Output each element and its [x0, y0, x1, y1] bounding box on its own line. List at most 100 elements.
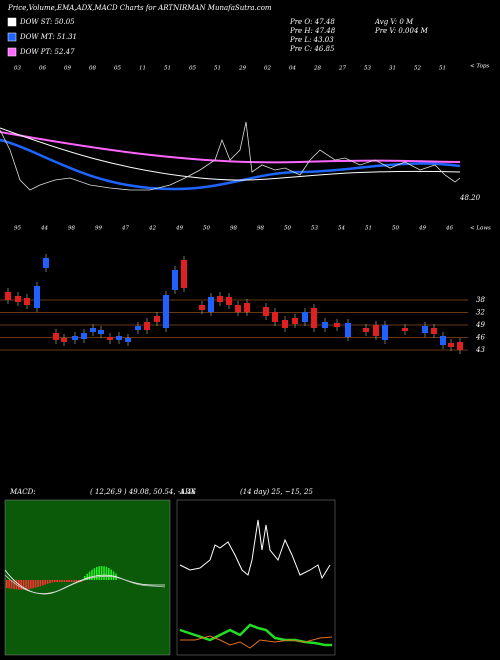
macd-bar — [96, 567, 98, 580]
macd-bar — [88, 571, 91, 580]
low-label: 42 — [148, 226, 156, 232]
candle-body — [172, 270, 178, 290]
top-label: 06 — [39, 66, 46, 72]
macd-bar — [25, 580, 27, 590]
candle-body — [116, 336, 122, 340]
macd-bar — [70, 580, 73, 582]
low-label: 50 — [203, 226, 210, 232]
candle-body — [181, 260, 187, 288]
minus-di — [180, 635, 333, 649]
candle-body — [292, 318, 298, 324]
candle-body — [226, 297, 232, 305]
top-label: 51 — [439, 66, 446, 72]
low-label: 46 — [445, 226, 453, 232]
candle-body — [72, 336, 78, 340]
macd-bar — [58, 580, 61, 582]
candle-body — [135, 326, 141, 330]
macd-bar — [103, 566, 105, 580]
candle-body — [208, 297, 214, 312]
info: Avg V: 0 M — [374, 18, 414, 26]
candle-body — [311, 308, 317, 328]
top-label: 51 — [214, 66, 221, 72]
top-label: 31 — [389, 66, 396, 72]
candle-body — [448, 343, 454, 347]
macd-bar — [22, 580, 25, 590]
candle-body — [282, 320, 288, 328]
macd-bar — [27, 580, 30, 590]
legend-swatch — [7, 32, 17, 42]
candle-body — [263, 307, 269, 316]
macd-bar — [6, 580, 8, 588]
candle-body — [302, 312, 308, 322]
candle-body — [363, 328, 369, 332]
candle-body — [217, 296, 223, 302]
level-label: 46 — [475, 334, 485, 342]
macd-bar — [8, 580, 10, 589]
candle-body — [61, 338, 67, 342]
legend-swatch — [7, 17, 17, 27]
candle-body — [5, 292, 11, 300]
info: Pre H: 47.48 — [289, 27, 336, 35]
macd-bar — [46, 580, 49, 584]
candle-body — [98, 330, 104, 334]
macd-bar — [32, 580, 34, 589]
low-label: 98 — [257, 226, 264, 232]
candle-body — [322, 322, 328, 328]
candle-body — [457, 342, 463, 350]
top-label: 05 — [114, 66, 121, 72]
low-label: 98 — [68, 226, 75, 232]
ema-st — [0, 127, 461, 181]
candle-body — [402, 328, 408, 331]
top-label: 28 — [313, 66, 321, 72]
macd-bar — [10, 580, 13, 589]
macd-bar — [44, 580, 46, 585]
top-label: 02 — [264, 66, 271, 72]
macd-bar — [100, 566, 103, 580]
macd-bar — [13, 580, 15, 590]
top-label: 08 — [89, 66, 96, 72]
last-price: 48.20 — [459, 194, 481, 202]
candle-body — [24, 298, 30, 305]
signal-line — [4, 574, 166, 594]
low-label: 51 — [365, 226, 372, 232]
top-label: 03 — [14, 66, 21, 72]
tops: 03 06 09 08 05 11 51 05 51 29 02 04 28 27 53 31 52 51 — [14, 66, 446, 72]
candle-body — [199, 305, 205, 310]
candle-body — [81, 333, 87, 339]
low-label: 49 — [175, 226, 183, 232]
candle-body — [34, 286, 40, 308]
candle-body — [440, 336, 446, 345]
candle-body — [235, 305, 241, 312]
candle-body — [107, 337, 113, 340]
top-label: 51 — [164, 66, 171, 72]
low-label: 99 — [95, 226, 102, 232]
macd-values: ( 12,26,9 ) 49.08, 50.54, -1.46 — [90, 488, 196, 496]
info: Pre V: 0.004 M — [374, 27, 429, 35]
legend-swatch — [7, 47, 17, 57]
low-label: 50 — [284, 226, 291, 232]
ema-pt — [0, 131, 461, 164]
macd-bar — [49, 580, 51, 584]
macd-bar — [42, 580, 44, 586]
info: Pre L: 43.03 — [289, 36, 334, 44]
macd-bar — [63, 580, 66, 582]
adx-line — [179, 519, 331, 580]
low-label: 98 — [230, 226, 237, 232]
macd-bar — [86, 573, 88, 580]
macd-bar — [30, 580, 32, 589]
page-title: Price,Volume,EMA,ADX,MACD Charts for ART… — [7, 4, 272, 12]
level-label: 32 — [476, 309, 485, 317]
legend: DOW ST: 50.05 DOW MT: 51.31 DOW PT: 52.47 — [7, 17, 77, 57]
level-label: 43 — [475, 346, 485, 354]
tops-label: < Tops — [470, 64, 489, 70]
macd-bar — [91, 569, 93, 580]
low-label: 44 — [40, 226, 48, 232]
lows-label: < Lows — [470, 226, 491, 232]
macd-bar — [73, 580, 75, 582]
ema-mt — [0, 138, 461, 191]
adx-panel — [176, 499, 336, 656]
price-line — [0, 121, 461, 191]
level-label: 49 — [475, 321, 485, 329]
candle-body — [125, 338, 131, 342]
